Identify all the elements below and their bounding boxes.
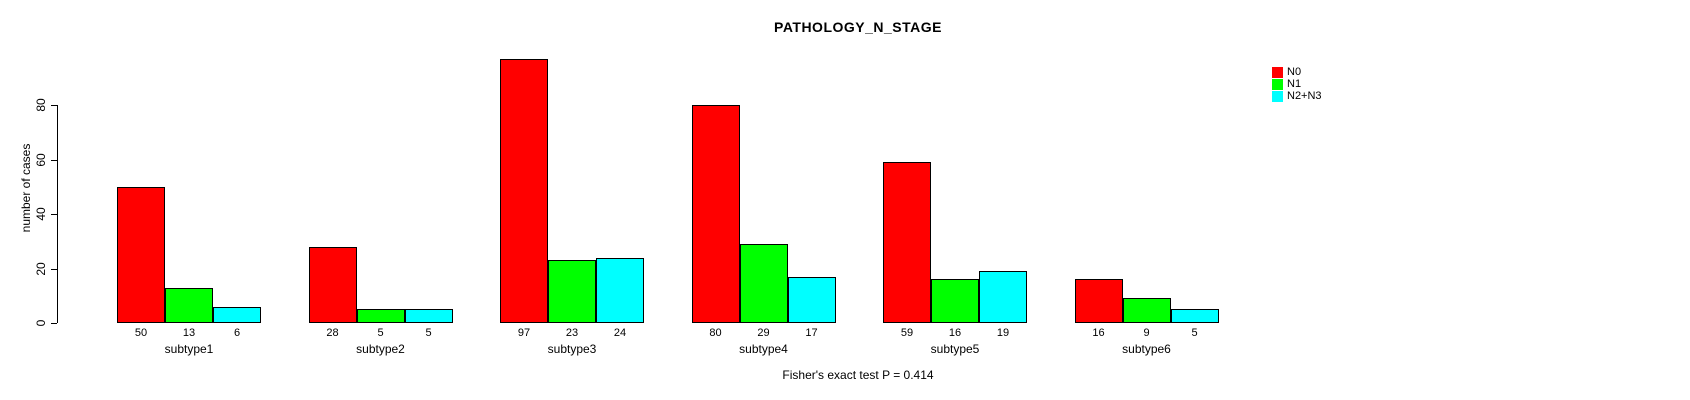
y-axis-tick: [51, 159, 57, 161]
category-label-subtype2: subtype2: [356, 342, 405, 356]
bar-n1-subtype4: [739, 243, 788, 323]
bar-value-label: 5: [377, 327, 384, 339]
legend-label: N0: [1287, 65, 1302, 78]
bar-n2+n3-subtype3: [596, 257, 644, 323]
legend-label: N2+N3: [1287, 89, 1322, 102]
bar-n0-subtype5: [883, 162, 931, 323]
y-axis-tick-label: 60: [34, 152, 48, 167]
bar-value-label: 29: [757, 327, 770, 339]
bar-value-label: 23: [565, 327, 579, 339]
category-label-subtype1: subtype1: [164, 342, 214, 356]
y-axis-tick: [51, 323, 57, 324]
bar-value-label: 16: [1092, 327, 1105, 339]
bar-n0-subtype2: [308, 246, 357, 323]
bar-value-label: 24: [613, 327, 627, 339]
legend-swatch: [1272, 66, 1283, 78]
legend-item-n0: N0: [1272, 66, 1322, 78]
bar-value-label: 19: [996, 327, 1010, 339]
chart-title: PATHOLOGY_N_STAGE: [774, 19, 942, 35]
y-axis-tick-label: 20: [34, 261, 48, 276]
legend: N0 N1 N2+N3: [1272, 66, 1322, 102]
y-axis-tick: [51, 268, 57, 270]
bar-value-label: 5: [1191, 327, 1198, 339]
bar-value-label: 9: [1143, 327, 1150, 339]
bar-n0-subtype6: [1074, 279, 1123, 323]
y-axis-line: [57, 105, 58, 323]
bar-n0-subtype1: [117, 186, 165, 323]
bar-n2+n3-subtype6: [1170, 309, 1219, 323]
legend-swatch: [1272, 90, 1283, 102]
legend-swatch: [1272, 78, 1283, 90]
bar-n2+n3-subtype1: [213, 306, 261, 323]
legend-item-n1: N1: [1272, 78, 1322, 90]
legend-item-n2+n3: N2+N3: [1272, 90, 1322, 102]
legend-label: N1: [1287, 77, 1302, 90]
bar-n2+n3-subtype4: [787, 276, 836, 323]
y-axis-label: number of cases: [19, 143, 33, 233]
bar-value-label: 16: [948, 327, 962, 339]
bar-value-label: 28: [326, 327, 339, 339]
bar-value-label: 17: [805, 327, 818, 339]
category-label-subtype4: subtype4: [739, 342, 788, 356]
y-axis-tick: [51, 214, 57, 215]
category-label-subtype3: subtype3: [547, 342, 597, 356]
y-axis-tick-label: 40: [34, 207, 48, 221]
bar-n1-subtype1: [165, 287, 213, 323]
bar-n2+n3-subtype5: [979, 271, 1027, 323]
bar-value-label: 13: [182, 327, 196, 339]
bar-value-label: 50: [134, 327, 148, 339]
bar-n1-subtype3: [548, 260, 596, 323]
bar-n1-subtype2: [356, 309, 405, 323]
bar-value-label: 59: [900, 327, 914, 339]
bar-value-label: 97: [517, 327, 531, 339]
y-axis-tick-label: 80: [34, 98, 48, 112]
category-label-subtype6: subtype6: [1122, 342, 1171, 356]
bar-value-label: 5: [425, 327, 432, 339]
y-axis-tick: [51, 105, 57, 106]
bar-n0-subtype3: [500, 58, 548, 323]
footer-note: Fisher's exact test P = 0.414: [782, 368, 934, 382]
bar-n1-subtype6: [1122, 298, 1171, 323]
bar-n0-subtype4: [691, 105, 740, 323]
bar-value-label: 80: [709, 327, 722, 339]
bar-n2+n3-subtype2: [404, 309, 453, 323]
y-axis-tick-label: 0: [34, 319, 48, 327]
bar-n1-subtype5: [931, 279, 979, 323]
bar-value-label: 6: [233, 327, 241, 339]
category-label-subtype5: subtype5: [930, 342, 980, 356]
